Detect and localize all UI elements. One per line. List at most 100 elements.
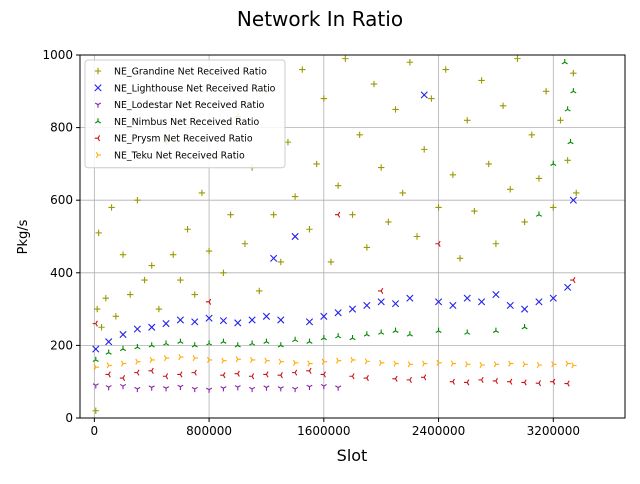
data-point	[306, 226, 313, 233]
data-point	[550, 160, 557, 166]
data-point	[478, 376, 484, 383]
data-point	[535, 298, 543, 306]
data-point	[506, 301, 514, 310]
data-point	[521, 379, 527, 386]
data-point	[177, 384, 184, 390]
data-point	[105, 338, 113, 346]
data-point	[342, 55, 349, 62]
data-point	[564, 380, 570, 387]
data-point	[248, 373, 255, 380]
data-point	[471, 207, 478, 215]
series-3	[92, 59, 577, 362]
data-point	[250, 356, 256, 363]
data-point	[385, 218, 392, 226]
data-point	[234, 342, 241, 348]
series-2	[92, 383, 342, 393]
y-tick-label: 600	[50, 193, 73, 207]
data-point	[170, 251, 177, 258]
data-point	[363, 301, 371, 310]
data-point	[508, 360, 514, 367]
data-point	[120, 360, 127, 367]
data-point	[278, 358, 284, 365]
data-point	[262, 312, 271, 320]
data-point	[320, 95, 328, 102]
data-point	[191, 318, 199, 326]
data-point	[463, 294, 471, 302]
data-point	[176, 316, 184, 324]
data-point	[406, 59, 414, 66]
data-point	[521, 324, 528, 330]
data-point	[392, 327, 399, 333]
data-point	[105, 385, 112, 391]
data-point	[492, 290, 500, 299]
data-point	[313, 160, 320, 168]
data-point	[270, 254, 278, 262]
data-point	[98, 324, 105, 331]
data-point	[320, 371, 326, 378]
data-point	[291, 232, 299, 241]
data-point	[363, 331, 370, 337]
data-point	[379, 359, 385, 366]
data-point	[277, 342, 284, 348]
data-point	[565, 360, 571, 367]
data-point	[191, 369, 197, 376]
data-point	[320, 383, 327, 390]
data-point	[493, 361, 500, 368]
data-point	[221, 357, 227, 364]
data-point	[492, 240, 500, 247]
data-point	[177, 276, 184, 284]
data-point	[133, 325, 141, 333]
data-point	[119, 251, 127, 258]
data-point	[450, 360, 457, 367]
data-point	[220, 372, 226, 379]
ticks-layer: 0 800000 1600000 2400000 3200000 0 200 400 600 80…	[42, 48, 580, 438]
legend-marker	[94, 102, 102, 108]
data-point	[349, 334, 356, 341]
data-point	[378, 329, 385, 335]
data-point	[277, 316, 285, 324]
data-point	[241, 240, 249, 247]
y-tick-label: 400	[50, 266, 73, 280]
data-point	[102, 295, 110, 302]
data-point	[134, 386, 141, 393]
y-tick-label: 800	[50, 121, 73, 135]
data-point	[336, 357, 342, 364]
data-point	[442, 66, 449, 73]
data-point	[307, 360, 313, 367]
data-point	[435, 240, 441, 247]
data-point	[263, 371, 269, 378]
data-point	[564, 283, 572, 291]
data-point	[573, 189, 580, 197]
data-point	[499, 102, 507, 110]
data-point	[105, 371, 111, 378]
data-point	[551, 361, 557, 368]
data-point	[363, 244, 371, 251]
chart-title: Network In Ratio	[237, 7, 403, 31]
x-tick-label: 3200000	[527, 424, 580, 438]
data-point	[206, 340, 213, 346]
data-point	[350, 356, 356, 363]
data-point	[392, 106, 399, 113]
data-point	[507, 186, 514, 193]
data-point	[413, 233, 421, 240]
data-point	[449, 301, 457, 310]
data-point	[391, 300, 400, 308]
data-point	[219, 317, 228, 325]
data-point	[569, 196, 577, 204]
data-point	[249, 386, 256, 393]
data-point	[492, 327, 499, 333]
data-point	[370, 80, 378, 88]
plot-frame	[79, 54, 626, 419]
data-point	[435, 204, 442, 211]
x-tick-label: 1600000	[297, 424, 350, 438]
data-point	[406, 331, 413, 337]
data-point	[92, 320, 98, 327]
data-point	[436, 359, 442, 366]
data-point	[521, 218, 528, 226]
data-point	[277, 372, 283, 379]
data-point	[449, 171, 457, 178]
legend: NE_Grandine Net Received Ratio NE_Lightho…	[84, 59, 286, 169]
x-tick-label: 2400000	[412, 424, 465, 438]
data-point	[528, 131, 535, 139]
